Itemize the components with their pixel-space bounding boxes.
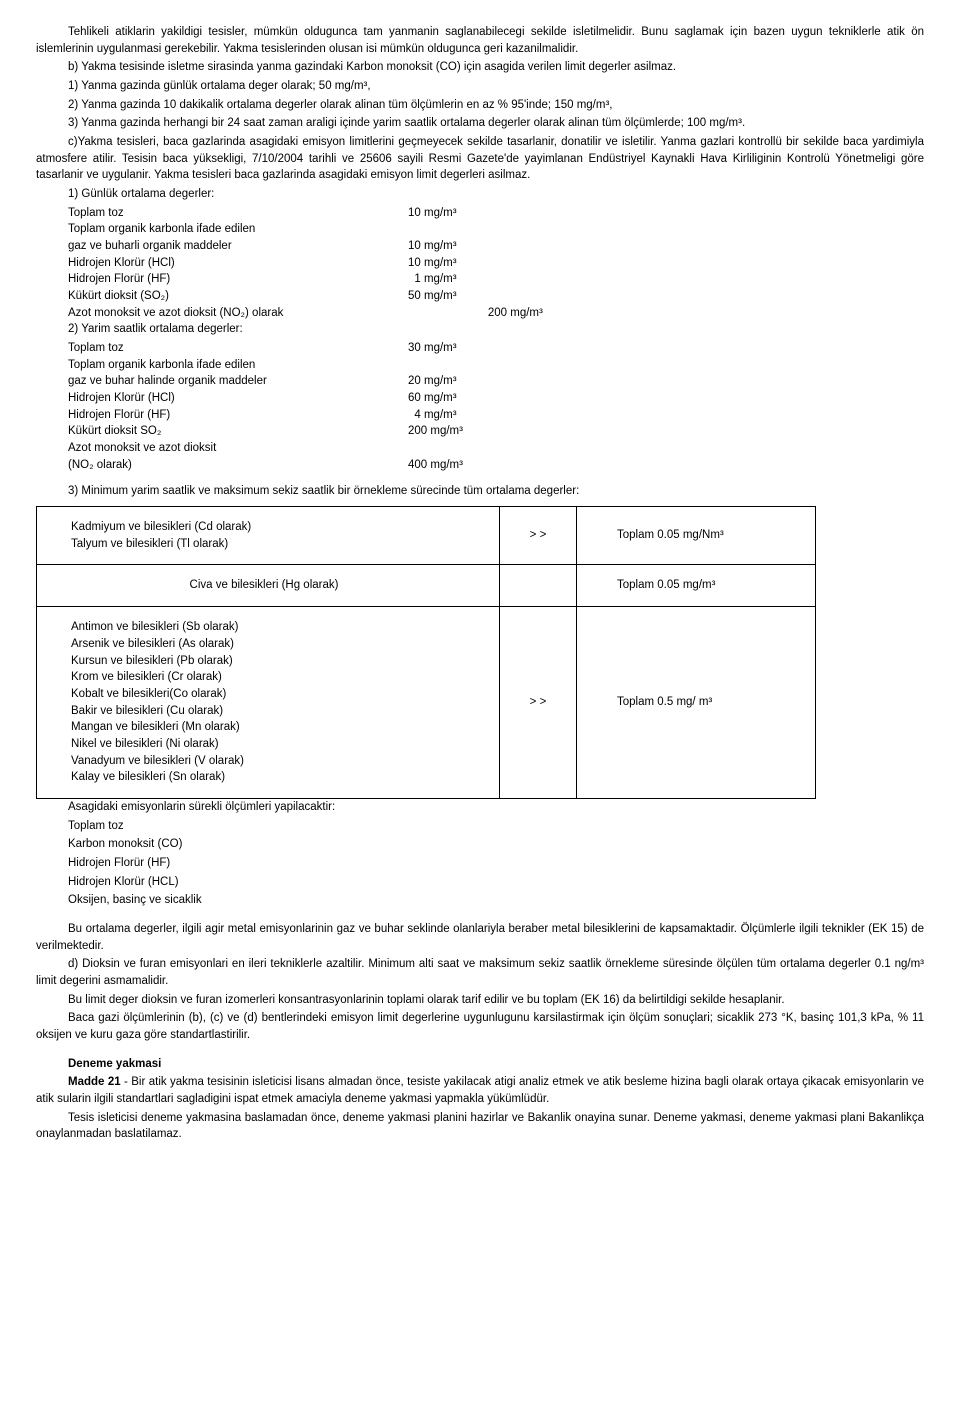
c2-row-so2: Kükürt dioksit SO₂200 mg/m³	[68, 423, 924, 440]
c2-val: 400 mg/m³	[408, 457, 924, 474]
para-c-intro: c)Yakma tesisleri, baca gazlarinda asagi…	[36, 134, 924, 184]
c1-label: gaz ve buharli organik maddeler	[68, 238, 408, 255]
c2-label: Toplam organik karbonla ifade edilen	[68, 357, 408, 374]
table-cell-compounds: Antimon ve bilesikleri (Sb olarak) Arsen…	[37, 607, 500, 799]
c2-val	[408, 440, 924, 457]
c1-title: 1) Günlük ortalama degerler:	[68, 186, 924, 203]
c2-val: 20 mg/m³	[408, 373, 924, 390]
c2-val	[408, 357, 924, 374]
c2-mid: 200 mg/m³	[408, 423, 558, 440]
limits-table: Kadmiyum ve bilesikleri (Cd olarak) Taly…	[36, 506, 816, 799]
para-intro: Tehlikeli atiklarin yakildigi tesisler, …	[36, 24, 924, 57]
c2-row: Hidrojen Florür (HF) 4 mg/m³	[68, 407, 924, 424]
c2-row: Hidrojen Klorür (HCl)60 mg/m³	[68, 390, 924, 407]
c1-val: 50 mg/m³	[408, 288, 924, 305]
para-b-intro: b) Yakma tesisinde isletme sirasinda yan…	[36, 59, 924, 76]
madde21b: Tesis isleticisi deneme yakmasina baslam…	[36, 1110, 924, 1143]
meas-item: Karbon monoksit (CO)	[68, 836, 924, 853]
c1-row: Toplam organik karbonla ifade edilen	[68, 221, 924, 238]
c1-row: gaz ve buharli organik maddeler10 mg/m³	[68, 238, 924, 255]
b-item-3-text: 3) Yanma gazinda herhangi bir 24 saat za…	[68, 117, 745, 129]
table-cell-arrow: > >	[500, 507, 577, 565]
table-row: Antimon ve bilesikleri (Sb olarak) Arsen…	[37, 607, 816, 799]
table-cell-limit: Toplam 0.5 mg/ m³	[577, 607, 816, 799]
c2-val: 60 mg/m³	[408, 390, 924, 407]
para-d2: Bu limit deger dioksin ve furan izomerle…	[36, 992, 924, 1009]
c2-label: (NO₂ olarak)	[68, 457, 408, 474]
table-cell-limit: Toplam 0.05 mg/Nm³	[577, 507, 816, 565]
c1-val	[408, 221, 924, 238]
c2-val: 30 mg/m³	[408, 340, 924, 357]
table-row: Civa ve bilesikleri (Hg olarak) Toplam 0…	[37, 565, 816, 607]
c2-val	[558, 423, 924, 440]
c1-row: Hidrojen Klorür (HCl)10 mg/m³	[68, 255, 924, 272]
c1-row: Hidrojen Florür (HF) 1 mg/m³	[68, 271, 924, 288]
c1-row: Kükürt dioksit (SO₂)50 mg/m³	[68, 288, 924, 305]
table-cell-limit: Toplam 0.05 mg/m³	[577, 565, 816, 607]
meas-item: Hidrojen Klorür (HCL)	[68, 874, 924, 891]
c1-label: Toplam organik karbonla ifade edilen	[68, 221, 408, 238]
c2-label: Kükürt dioksit SO₂	[68, 423, 408, 440]
c2-label: Hidrojen Klorür (HCl)	[68, 390, 408, 407]
c2-label: Azot monoksit ve azot dioksit	[68, 440, 408, 457]
c1-label: Hidrojen Florür (HF)	[68, 271, 408, 288]
para-d: d) Dioksin ve furan emisyonlari en ileri…	[36, 956, 924, 989]
table-row: Kadmiyum ve bilesikleri (Cd olarak) Taly…	[37, 507, 816, 565]
meas-item: Oksijen, basinç ve sicaklik	[68, 892, 924, 909]
c2-row: Toplam toz30 mg/m³	[68, 340, 924, 357]
b-item-2: 2) Yanma gazinda 10 dakikalik ortalama d…	[36, 97, 924, 114]
c1-label: Kükürt dioksit (SO₂)	[68, 288, 408, 305]
c2-row-azot: Azot monoksit ve azot dioksit	[68, 440, 924, 457]
table-cell-compounds: Kadmiyum ve bilesikleri (Cd olarak) Taly…	[37, 507, 500, 565]
c3-title: 3) Minimum yarim saatlik ve maksimum sek…	[36, 483, 924, 500]
meas-item: Hidrojen Florür (HF)	[68, 855, 924, 872]
c1-val: 10 mg/m³	[408, 205, 924, 222]
c2-row-no2: (NO₂ olarak)400 mg/m³	[68, 457, 924, 474]
c1-val: 1 mg/m³	[408, 271, 924, 288]
meas-item: Toplam toz	[68, 818, 924, 835]
deneme-title: Deneme yakmasi	[36, 1056, 924, 1073]
b-item-1: 1) Yanma gazinda günlük ortalama deger o…	[36, 78, 924, 95]
c1-val: 10 mg/m³	[408, 255, 924, 272]
c1-label: Hidrojen Klorür (HCl)	[68, 255, 408, 272]
c2-title: 2) Yarim saatlik ortalama degerler:	[68, 321, 924, 338]
c2-label: gaz ve buhar halinde organik maddeler	[68, 373, 408, 390]
c2-row: gaz ve buhar halinde organik maddeler20 …	[68, 373, 924, 390]
c1-val: 200 mg/m³	[408, 305, 924, 322]
c1-label: Azot monoksit ve azot dioksit (NO₂) olar…	[68, 305, 408, 322]
c2-row: Toplam organik karbonla ifade edilen	[68, 357, 924, 374]
c2-label: Hidrojen Florür (HF)	[68, 407, 408, 424]
table-cell-arrow: > >	[500, 607, 577, 799]
c1-label: Toplam toz	[68, 205, 408, 222]
madde21: Madde 21 - Bir atik yakma tesisinin isle…	[36, 1074, 924, 1107]
c2-val: 4 mg/m³	[408, 407, 924, 424]
c2-label: Toplam toz	[68, 340, 408, 357]
c1-row: Toplam toz10 mg/m³	[68, 205, 924, 222]
b-item-3: 3) Yanma gazinda herhangi bir 24 saat za…	[36, 115, 924, 132]
after-table-title: Asagidaki emisyonlarin sürekli ölçümleri…	[68, 799, 924, 816]
c1-val: 10 mg/m³	[408, 238, 924, 255]
para-avg: Bu ortalama degerler, ilgili agir metal …	[36, 921, 924, 954]
para-d3: Baca gazi ölçümlerinin (b), (c) ve (d) b…	[36, 1010, 924, 1043]
table-cell-arrow	[500, 565, 577, 607]
table-cell-compounds: Civa ve bilesikleri (Hg olarak)	[37, 565, 500, 607]
c1-row: Azot monoksit ve azot dioksit (NO₂) olar…	[68, 305, 924, 322]
